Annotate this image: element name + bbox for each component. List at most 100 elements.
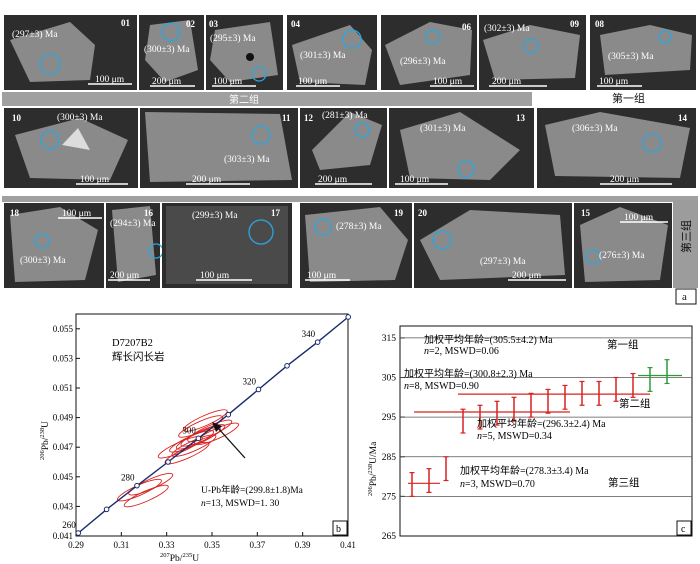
grain-number: 02 (186, 19, 196, 29)
group-label-2: 第二组 (229, 93, 259, 106)
error-ellipse (187, 419, 233, 443)
concordia-age-label: 280 (121, 473, 135, 483)
x-tick-label: 0.39 (295, 540, 311, 550)
age-label: (295±3) Ma (210, 33, 256, 44)
concordia-age-label: 340 (302, 329, 316, 339)
concordia-node (75, 530, 82, 536)
y-tick-label: 0.049 (53, 413, 74, 423)
age-label: (299±3) Ma (192, 210, 238, 221)
scale-label: 100 μm (95, 75, 125, 85)
y-tick-label: 0.041 (53, 531, 73, 541)
sample-title: D7207B2 (112, 338, 153, 349)
concordia-age-label: 260 (62, 520, 76, 530)
panel-letter-box (332, 520, 348, 536)
scale-label: 200 μm (110, 271, 140, 281)
cl-image-13: (301±3) Ma 13 100 μm (389, 108, 534, 188)
grain-body (166, 206, 288, 284)
cl-image-16: (294±3) Ma 16 200 μm (106, 203, 164, 288)
concordia-node (255, 386, 262, 393)
cl-image-12: (281±3) Ma 12 200 μm (300, 108, 387, 188)
group2-label: 第二组 (619, 397, 651, 410)
analysis-spot (642, 133, 662, 153)
grain-number: 10 (12, 113, 22, 123)
age-label: (297±3) Ma (480, 256, 526, 267)
grain-number: 15 (581, 208, 591, 218)
cl-image-03: (295±3) Ma 03 100 μm (206, 15, 283, 90)
y-axis-title: 206Pb/238U/Ma (367, 441, 379, 496)
cl-image-01: (297±3) Ma 01 100 μm (4, 15, 137, 90)
scale-label: 100 μm (298, 77, 328, 87)
group1-mean-label: 加权平均年龄=(305.5±4.2) Ma (424, 333, 553, 346)
mean-lines (408, 374, 682, 484)
age-label: (276±3) Ma (599, 250, 645, 261)
age-label: (306±3) Ma (572, 123, 618, 134)
grain-number: 16 (144, 208, 154, 218)
panel-letter-box (676, 520, 692, 536)
group-tab-3 (673, 200, 698, 288)
y-tick-label: 275 (382, 492, 397, 502)
bright-zone (62, 128, 90, 150)
scale-label: 200 μm (512, 271, 542, 281)
rock-type: 辉长闪长岩 (112, 350, 165, 363)
cl-image-18: (300±3) Ma 18 100 μm (4, 203, 104, 288)
y-tick-label: 305 (382, 374, 397, 384)
group2-mean-label: 加权平均年龄=(300.8±2.3) Ma (404, 367, 533, 380)
analysis-spot (585, 249, 601, 265)
analysis-spot (248, 219, 274, 245)
group-band-3 (2, 196, 698, 202)
error-ellipse (123, 484, 169, 508)
scale-label: 200 μm (192, 175, 222, 185)
age-label: (305±3) Ma (608, 51, 654, 62)
age-label: (301±3) Ma (420, 123, 466, 134)
scale-label: 100 μm (200, 271, 230, 281)
mswd-annotation: n=13, MSWD=1. 30 (201, 499, 280, 509)
grain-number: 12 (304, 113, 314, 123)
x-tick-label: 0.33 (159, 540, 175, 550)
concordia-node (225, 411, 232, 418)
group-label-1: 第一组 (612, 91, 645, 105)
analysis-spot (39, 53, 61, 75)
analysis-spot (425, 29, 441, 45)
cl-image-15: (276±3) Ma 15 100 μm (574, 203, 672, 288)
y-tick-label: 0.047 (53, 442, 74, 452)
group3-mean-label: 加权平均年龄=(278.3±3.4) Ma (460, 464, 589, 477)
grain-number: 09 (570, 19, 580, 29)
y-tick-label: 315 (382, 334, 397, 344)
age-label: (300±3) Ma (144, 44, 190, 55)
analysis-spot (432, 230, 452, 250)
scale-label: 100 μm (213, 77, 243, 87)
analysis-spot (457, 160, 475, 178)
scale-label: 200 μm (492, 77, 522, 87)
age-error-bars (409, 359, 670, 497)
age-label: (294±3) Ma (110, 218, 156, 229)
group3-label: 第三组 (608, 476, 640, 489)
cl-image-20: (297±3) Ma 20 200 μm (414, 203, 572, 288)
concordia-node (314, 339, 321, 345)
cl-image-19: (278±3) Ma 19 100 μm (300, 203, 412, 288)
panel-letter: b (336, 524, 341, 535)
y-tick-label: 295 (382, 413, 397, 423)
age-label: (300±3) Ma (57, 112, 103, 123)
scale-label: 100 μm (599, 77, 629, 87)
y-tick-label: 0.053 (53, 353, 74, 363)
group3-stats: n=3, MSWD=0.70 (460, 479, 535, 490)
group2b-mean-label: 加权平均年龄=(296.3±2.4) Ma (477, 417, 606, 430)
grain-number: 19 (394, 208, 404, 218)
cl-image-06: (296±3) Ma 06 100 μm (381, 15, 477, 90)
concordia-node (345, 314, 352, 320)
x-axis: 0.29 0.31 0.33 0.35 0.37 0.39 0.41 (68, 532, 356, 550)
grain-number: 13 (516, 113, 526, 123)
grain-number: 03 (209, 19, 219, 29)
grain-number: 06 (462, 22, 472, 32)
grain-number: 17 (271, 208, 281, 218)
arrow (212, 422, 246, 459)
x-tick-label: 0.31 (113, 540, 129, 550)
grain-number: 20 (418, 208, 428, 218)
group2-stats: n=8, MSWD=0.90 (404, 381, 479, 392)
age-label: (300±3) Ma (20, 255, 66, 266)
concordia-node (103, 506, 110, 513)
weighted-mean-chart: 265 275 285 295 305 315 加权平均年龄=(305.5±4.2) Ma… (367, 325, 693, 542)
age-label: (278±3) Ma (336, 221, 382, 232)
panel-letter-box (675, 288, 697, 305)
x-tick-label: 0.37 (249, 540, 265, 550)
